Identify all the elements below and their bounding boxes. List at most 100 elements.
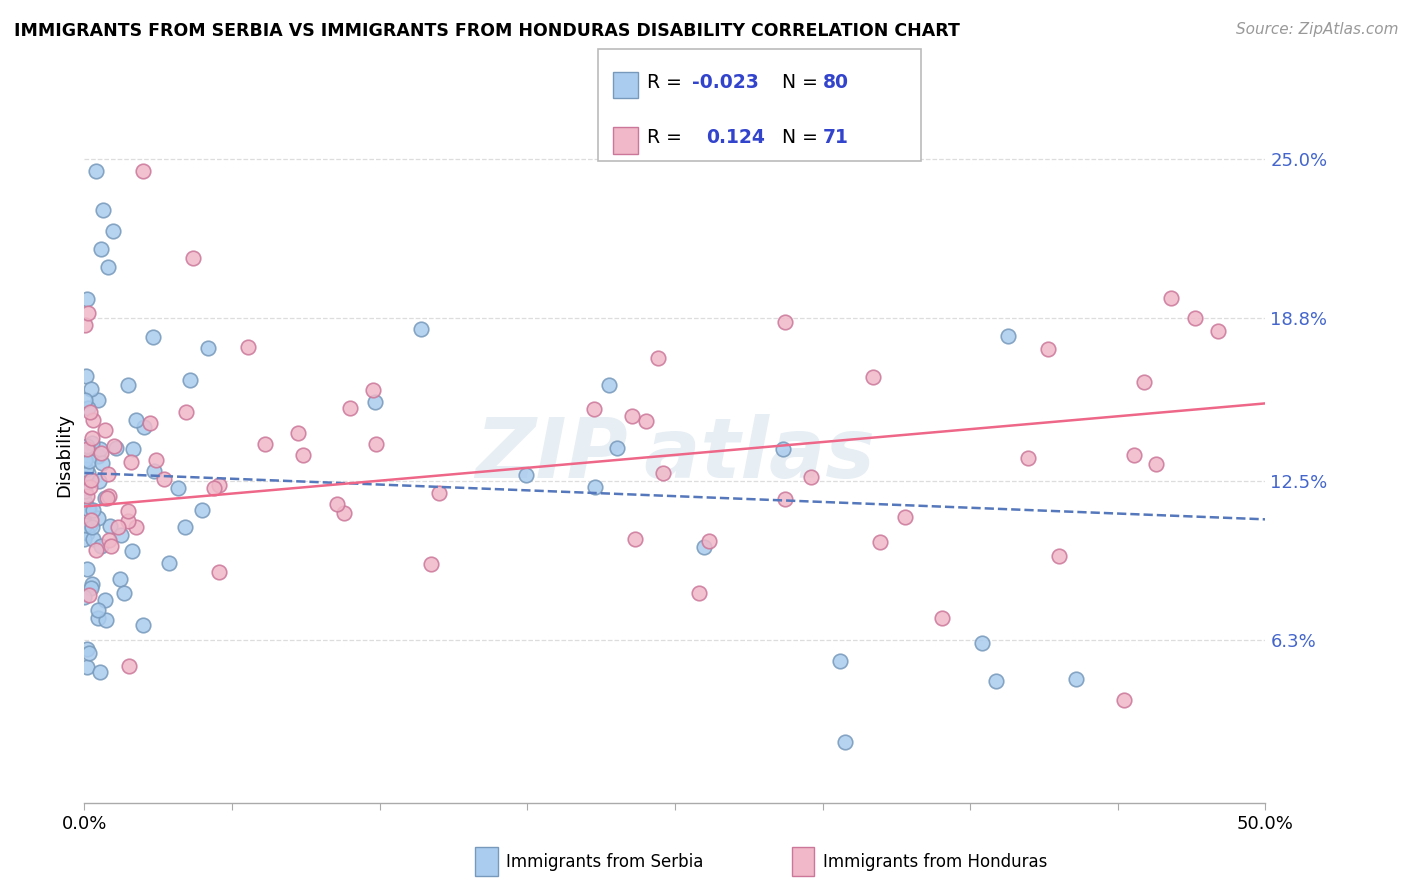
Text: -0.023: -0.023 bbox=[692, 73, 759, 92]
Point bbox=[145, 452, 167, 467]
Point bbox=[894, 510, 917, 524]
Text: 0.124: 0.124 bbox=[706, 128, 765, 147]
Point bbox=[366, 437, 388, 451]
Point bbox=[834, 735, 856, 749]
Point bbox=[90, 456, 112, 470]
Text: Immigrants from Serbia: Immigrants from Serbia bbox=[506, 853, 703, 871]
Point bbox=[411, 322, 433, 336]
Point bbox=[1066, 672, 1088, 686]
Point bbox=[87, 510, 110, 524]
Point bbox=[1132, 375, 1154, 389]
Point bbox=[139, 417, 162, 431]
Point bbox=[75, 462, 97, 476]
Point bbox=[208, 477, 231, 491]
Point bbox=[183, 251, 205, 265]
Y-axis label: Disability: Disability bbox=[55, 413, 73, 497]
Point bbox=[73, 318, 96, 332]
Point bbox=[97, 533, 120, 547]
Point bbox=[76, 401, 98, 415]
Point bbox=[773, 492, 796, 507]
Point bbox=[112, 586, 135, 600]
Point bbox=[77, 467, 100, 481]
Point bbox=[862, 370, 884, 384]
Point bbox=[800, 470, 823, 484]
Point bbox=[931, 611, 953, 625]
Point bbox=[191, 503, 214, 517]
Point bbox=[90, 446, 112, 460]
Point bbox=[82, 413, 104, 427]
Point bbox=[363, 394, 385, 409]
Point bbox=[77, 588, 100, 602]
Point bbox=[1206, 324, 1229, 338]
Point bbox=[89, 442, 111, 457]
Point bbox=[97, 260, 120, 274]
Text: Immigrants from Honduras: Immigrants from Honduras bbox=[823, 853, 1047, 871]
Point bbox=[254, 437, 277, 451]
Point bbox=[82, 503, 104, 517]
Point bbox=[84, 164, 107, 178]
Text: N =: N = bbox=[770, 128, 824, 147]
Point bbox=[143, 465, 166, 479]
Point bbox=[132, 420, 155, 434]
Text: R =: R = bbox=[647, 128, 688, 147]
Point bbox=[427, 486, 450, 500]
Point bbox=[101, 224, 124, 238]
Point bbox=[132, 618, 155, 632]
Point bbox=[117, 377, 139, 392]
Point bbox=[76, 502, 98, 516]
Point bbox=[174, 405, 197, 419]
Point bbox=[77, 454, 100, 468]
Point bbox=[651, 467, 673, 481]
Point bbox=[332, 506, 354, 520]
Point bbox=[363, 383, 385, 397]
Point bbox=[80, 520, 103, 534]
Point bbox=[997, 328, 1019, 343]
Point bbox=[73, 484, 96, 499]
Point bbox=[204, 481, 226, 495]
Point bbox=[75, 393, 97, 408]
Point bbox=[515, 467, 537, 482]
Text: 71: 71 bbox=[823, 128, 848, 147]
Point bbox=[93, 423, 115, 437]
Point bbox=[606, 442, 628, 456]
Point bbox=[179, 373, 201, 387]
Point bbox=[869, 534, 891, 549]
Point bbox=[583, 480, 606, 494]
Text: R =: R = bbox=[647, 73, 688, 92]
Point bbox=[73, 590, 96, 604]
Point bbox=[80, 473, 103, 487]
Text: IMMIGRANTS FROM SERBIA VS IMMIGRANTS FROM HONDURAS DISABILITY CORRELATION CHART: IMMIGRANTS FROM SERBIA VS IMMIGRANTS FRO… bbox=[14, 22, 960, 40]
Point bbox=[157, 556, 180, 570]
Point bbox=[76, 489, 98, 503]
Point bbox=[79, 480, 101, 494]
Point bbox=[1144, 457, 1167, 471]
Point bbox=[79, 405, 101, 419]
Point bbox=[117, 658, 139, 673]
Point bbox=[76, 292, 98, 306]
Point bbox=[80, 382, 103, 396]
Point bbox=[89, 665, 111, 679]
Point bbox=[693, 541, 716, 555]
Point bbox=[152, 472, 174, 486]
Point bbox=[634, 414, 657, 428]
Point bbox=[1123, 448, 1146, 462]
Point bbox=[236, 340, 259, 354]
Point bbox=[291, 448, 314, 462]
Point bbox=[87, 603, 110, 617]
Point bbox=[287, 425, 309, 440]
Point bbox=[830, 654, 852, 668]
Point bbox=[132, 164, 155, 178]
Point bbox=[1017, 450, 1039, 465]
Point bbox=[598, 378, 620, 392]
Point bbox=[773, 315, 796, 329]
Point bbox=[107, 520, 129, 534]
Point bbox=[73, 452, 96, 467]
Point bbox=[97, 467, 120, 481]
Point bbox=[1112, 692, 1135, 706]
Point bbox=[76, 562, 98, 576]
Point bbox=[98, 489, 121, 503]
Point bbox=[82, 532, 104, 546]
Point bbox=[87, 450, 110, 464]
Point bbox=[1047, 549, 1070, 563]
Point bbox=[122, 442, 145, 456]
